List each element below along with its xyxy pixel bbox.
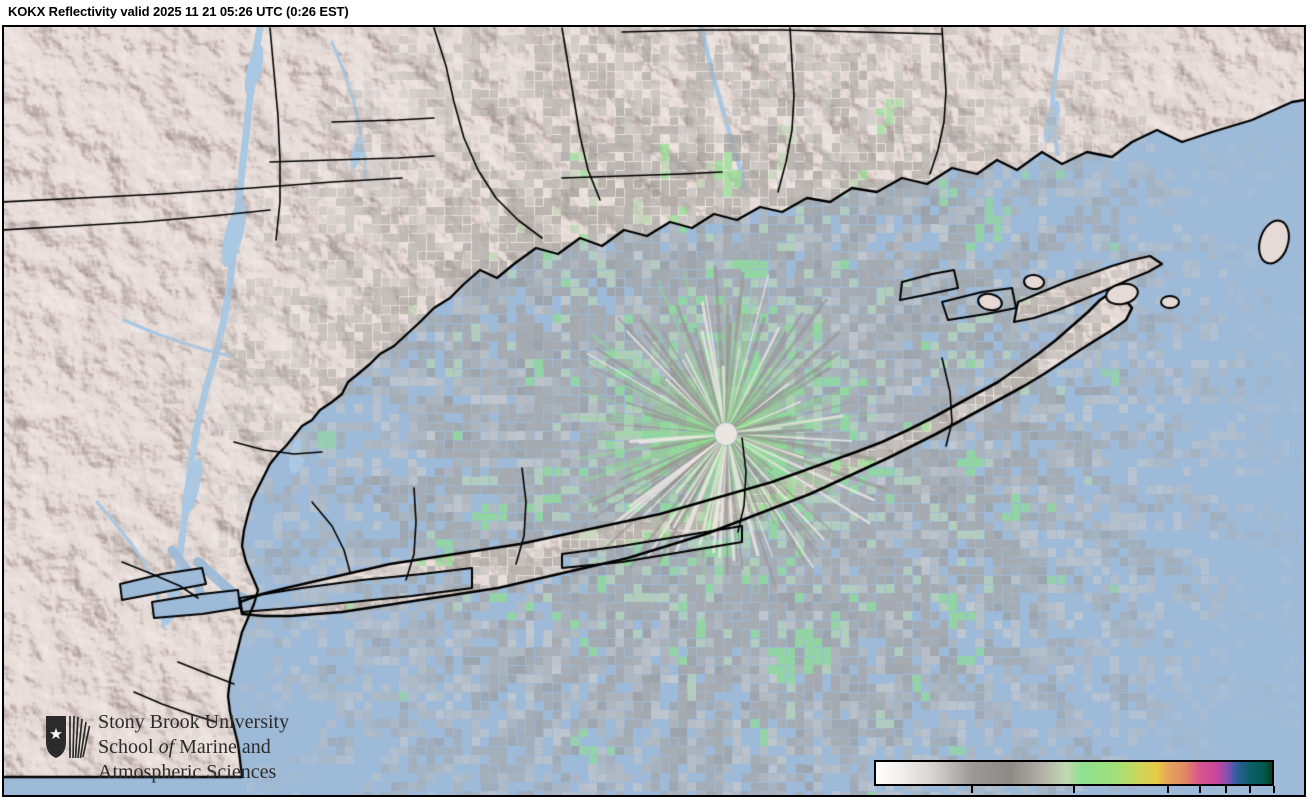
colorbar-tick-label: 20 [1066, 793, 1083, 795]
colorbar-tick-label: 60 [1218, 793, 1235, 795]
colorbar-tick-label: 40 [1160, 793, 1177, 795]
radar-map-canvas[interactable] [4, 27, 1304, 795]
colorbar-tick [1273, 786, 1275, 793]
radar-map-frame[interactable]: Stony Brook University School of Marine … [2, 25, 1306, 797]
colorbar-tick [1167, 786, 1169, 793]
colorbar-tick-label: 50 [1192, 793, 1209, 795]
colorbar-tick-label: 0 [968, 793, 976, 795]
colorbar-tick-label: 70 [1242, 793, 1259, 795]
colorbar-legend[interactable]: 0 20 40 50 60 70 80 [874, 760, 1283, 795]
colorbar-tick [1073, 786, 1075, 793]
colorbar-tick [1199, 786, 1201, 793]
colorbar-tick [1225, 786, 1227, 793]
colorbar-tick [971, 786, 973, 793]
colorbar-gradient[interactable] [874, 760, 1274, 786]
colorbar-tick-label: 80 [1266, 793, 1283, 795]
colorbar-ticklabels: 0 20 40 50 60 70 80 [874, 793, 1283, 795]
colorbar-tickmarks [874, 786, 1275, 794]
page-title: KOKX Reflectivity valid 2025 11 21 05:26… [8, 4, 349, 19]
colorbar-tick [1249, 786, 1251, 793]
